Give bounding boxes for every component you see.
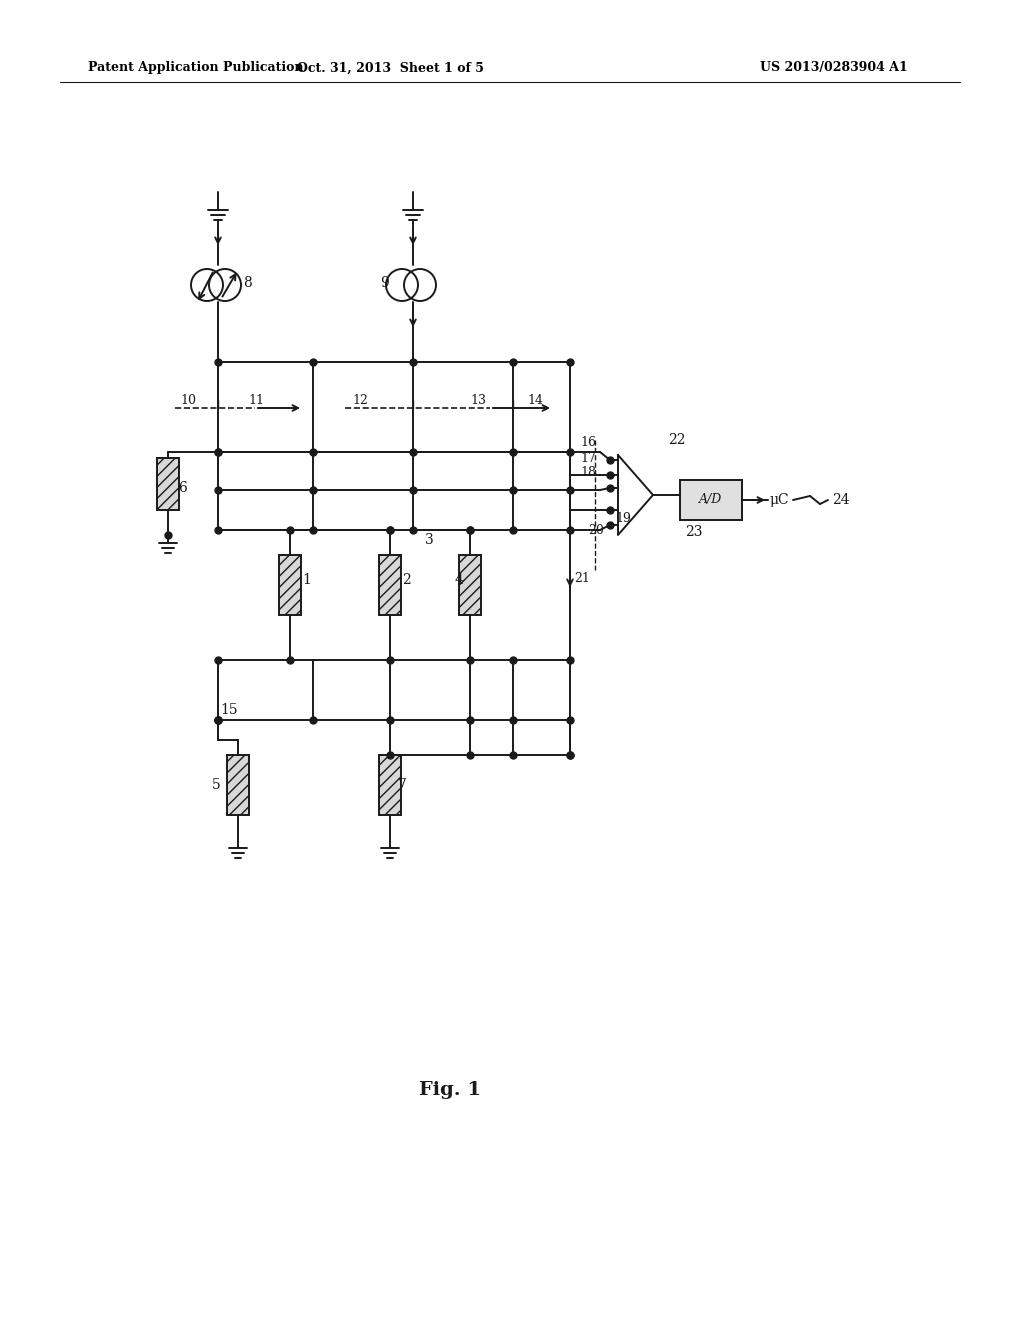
Text: 3: 3 (425, 533, 434, 546)
Text: US 2013/0283904 A1: US 2013/0283904 A1 (760, 62, 907, 74)
Text: 11: 11 (248, 393, 264, 407)
Bar (680, 480, 742, 520)
Text: 22: 22 (668, 433, 685, 447)
Text: 14: 14 (527, 393, 543, 407)
Text: 13: 13 (470, 393, 486, 407)
Bar (379, 755, 401, 814)
Text: 4: 4 (455, 573, 464, 587)
Text: 2: 2 (402, 573, 411, 587)
Text: 21: 21 (574, 572, 590, 585)
Text: Oct. 31, 2013  Sheet 1 of 5: Oct. 31, 2013 Sheet 1 of 5 (297, 62, 483, 74)
Text: 24: 24 (831, 492, 850, 507)
Text: Patent Application Publication: Patent Application Publication (88, 62, 303, 74)
Text: 20: 20 (588, 524, 604, 536)
Text: 15: 15 (220, 704, 238, 717)
Text: 18: 18 (580, 466, 596, 479)
Text: 7: 7 (398, 777, 407, 792)
Bar (459, 554, 481, 615)
Text: 23: 23 (685, 525, 702, 539)
Text: 12: 12 (352, 393, 368, 407)
Text: 17: 17 (580, 451, 596, 465)
Text: 19: 19 (615, 511, 631, 524)
Bar (379, 554, 401, 615)
Text: μC: μC (770, 492, 790, 507)
Text: 9: 9 (380, 276, 389, 290)
Text: 10: 10 (180, 393, 196, 407)
Bar (157, 458, 179, 510)
Text: 8: 8 (243, 276, 252, 290)
Bar (227, 755, 249, 814)
Text: 6: 6 (178, 480, 186, 495)
Text: A/D: A/D (699, 494, 723, 507)
Text: 16: 16 (580, 437, 596, 450)
Bar (279, 554, 301, 615)
Text: Fig. 1: Fig. 1 (419, 1081, 481, 1100)
Text: 5: 5 (212, 777, 221, 792)
Text: 1: 1 (302, 573, 311, 587)
